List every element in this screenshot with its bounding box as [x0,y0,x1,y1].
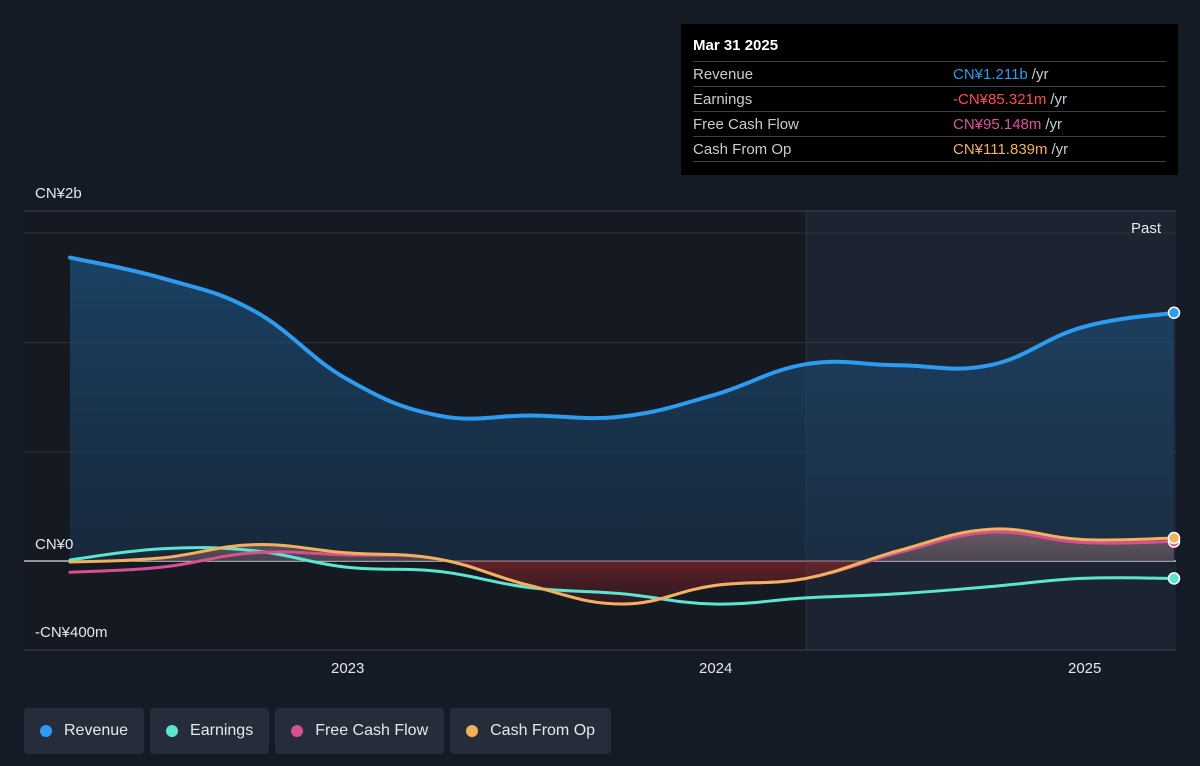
tooltip-value: CN¥95.148m [953,115,1042,133]
tooltip-unit: /yr [1045,115,1063,133]
revenue-end-dot [1167,306,1181,319]
legend-item-free-cash-flow[interactable]: Free Cash Flow [275,708,445,754]
tooltip-unit: /yr [1051,140,1069,158]
legend-dot-icon [166,725,179,737]
legend-label: Free Cash Flow [315,722,429,739]
legend-label: Revenue [64,722,129,739]
tooltip-value: CN¥111.839m [953,140,1048,158]
legend-item-cash-from-op[interactable]: Cash From Op [450,708,612,754]
tooltip-label: Free Cash Flow [693,115,799,133]
chart-area: CN¥2b CN¥0 -CN¥400m Past 2023 2024 2025 [24,185,1181,677]
legend: Revenue Earnings Free Cash Flow Cash Fro… [24,708,612,754]
legend-item-earnings[interactable]: Earnings [150,708,270,754]
x-tick-label-2024: 2024 [699,660,733,677]
y-axis-zero-label: CN¥0 [35,536,74,553]
x-tick-label-2023: 2023 [331,660,365,677]
legend-dot-icon [466,725,479,737]
tooltip-row-earnings: Earnings -CN¥85.321m /yr [693,86,1166,111]
legend-label: Cash From Op [490,722,596,739]
chart-svg [24,210,1181,651]
x-tick-label-2025: 2025 [1068,660,1102,677]
tooltip-date: Mar 31 2025 [693,37,779,54]
y-axis-bottom-label: -CN¥400m [35,624,108,641]
revenue-area-fill [70,257,1174,561]
earnings-line [68,546,1176,606]
legend-dot-icon [291,725,304,737]
legend-dot-icon [40,725,52,737]
tooltip-unit: /yr [1031,65,1049,83]
tooltip-row-revenue: Revenue CN¥1.211b /yr [693,61,1166,86]
cash-from-op-line [68,527,1176,606]
negative-area-fill [70,561,1174,605]
earnings-end-dot [1167,572,1181,585]
tooltip-panel: Mar 31 2025 Revenue CN¥1.211b /yr Earnin… [681,24,1178,175]
tooltip-label: Revenue [693,65,754,83]
legend-item-revenue[interactable]: Revenue [24,708,145,754]
tooltip-row-cash-from-op: Cash From Op CN¥111.839m /yr [693,136,1166,162]
tooltip-label: Cash From Op [693,140,792,158]
past-label: Past [1131,220,1162,237]
revenue-line [68,255,1176,421]
tooltip-value: -CN¥85.321m [953,90,1047,108]
tooltip-row-free-cash-flow: Free Cash Flow CN¥95.148m /yr [693,111,1166,136]
cash-from-op-end-dot [1167,531,1181,545]
legend-label: Earnings [190,722,254,739]
tooltip-label: Earnings [693,90,753,108]
y-axis-top-label: CN¥2b [35,185,82,202]
tooltip-unit: /yr [1050,90,1068,108]
tooltip-value: CN¥1.211b [953,65,1028,83]
